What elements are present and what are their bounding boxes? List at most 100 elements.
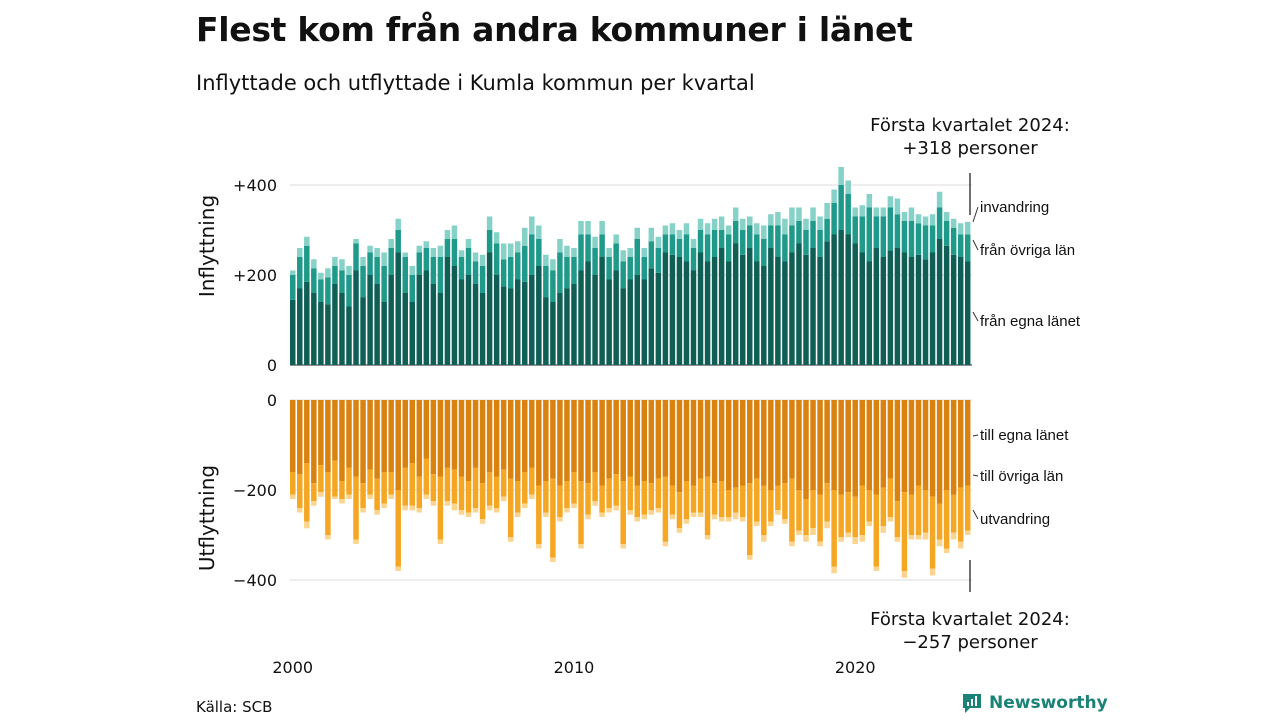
bar-utflyttning-ovriga-lan (754, 478, 760, 522)
xtick-label: 2000 (272, 658, 313, 677)
bar-inflyttning-ovriga-lan (838, 185, 844, 230)
bar-inflyttning-ovriga-lan (346, 275, 352, 307)
bar-inflyttning-egna-lanet (754, 261, 760, 365)
bar-utflyttning-ovriga-lan (444, 467, 451, 502)
bar-inflyttning-ovriga-lan (950, 227, 957, 255)
bar-inflyttning-ovriga-lan (500, 259, 507, 287)
bar-inflyttning-invandring (775, 212, 781, 226)
bar-inflyttning-ovriga-lan (683, 234, 690, 262)
bar-inflyttning-egna-lanet (395, 252, 401, 365)
bar-inflyttning-egna-lanet (613, 270, 619, 365)
bar-inflyttning-ovriga-lan (747, 225, 753, 248)
bar-inflyttning-invandring (964, 221, 971, 235)
bar-inflyttning-egna-lanet (880, 257, 887, 365)
bar-inflyttning-ovriga-lan (824, 218, 830, 242)
bar-utflyttning-ovriga-lan (318, 465, 324, 493)
series-leader (972, 509, 979, 520)
bar-utflyttning-egna-lanet (796, 400, 802, 490)
bar-utflyttning-egna-lanet (318, 400, 324, 466)
bar-utflyttning-utvandring (402, 505, 408, 511)
bar-inflyttning-invandring (416, 245, 423, 253)
bar-utflyttning-utvandring (775, 510, 781, 515)
bar-utflyttning-utvandring (627, 510, 633, 515)
bar-utflyttning-ovriga-lan (458, 476, 465, 511)
bar-inflyttning-egna-lanet (606, 279, 612, 365)
bar-inflyttning-egna-lanet (571, 284, 577, 365)
bar-utflyttning-egna-lanet (409, 400, 416, 463)
bar-inflyttning-egna-lanet (507, 288, 514, 365)
bar-utflyttning-egna-lanet (339, 400, 345, 481)
bar-utflyttning-utvandring (796, 530, 802, 535)
bar-utflyttning-ovriga-lan (557, 485, 563, 517)
bar-utflyttning-ovriga-lan (676, 492, 683, 529)
bar-inflyttning-ovriga-lan (768, 225, 774, 248)
bar-utflyttning-egna-lanet (550, 400, 556, 479)
brand[interactable]: Newsworthy (961, 692, 1108, 714)
bar-utflyttning-ovriga-lan (529, 467, 535, 495)
series-leader (972, 239, 979, 251)
bar-utflyttning-ovriga-lan (536, 485, 542, 544)
bar-utflyttning-egna-lanet (465, 400, 472, 481)
bar-inflyttning-invandring (402, 252, 408, 257)
bar-inflyttning-ovriga-lan (697, 230, 704, 253)
bar-utflyttning-ovriga-lan (908, 494, 915, 535)
bar-utflyttning-egna-lanet (908, 400, 915, 495)
bar-inflyttning-invandring (901, 212, 908, 221)
bar-utflyttning-egna-lanet (648, 400, 655, 484)
bar-inflyttning-ovriga-lan (690, 248, 697, 271)
bar-utflyttning-ovriga-lan (332, 460, 338, 497)
bar-inflyttning-egna-lanet (458, 279, 465, 365)
bar-utflyttning-utvandring (648, 510, 655, 515)
bar-inflyttning-ovriga-lan (486, 230, 493, 253)
bar-inflyttning-ovriga-lan (325, 277, 331, 305)
bar-utflyttning-utvandring (620, 544, 626, 549)
bar-inflyttning-invandring (465, 239, 472, 248)
bar-utflyttning-egna-lanet (669, 400, 676, 486)
bar-inflyttning-egna-lanet (669, 254, 676, 365)
bar-inflyttning-ovriga-lan (662, 234, 669, 253)
bar-inflyttning-invandring (880, 207, 887, 217)
bar-utflyttning-egna-lanet (634, 400, 640, 486)
bar-inflyttning-egna-lanet (536, 266, 542, 365)
bar-inflyttning-egna-lanet (564, 288, 570, 365)
bar-inflyttning-invandring (290, 270, 296, 275)
bar-utflyttning-egna-lanet (332, 400, 338, 461)
bar-utflyttning-egna-lanet (437, 400, 444, 477)
series-label-inflyttning: från egna länet (980, 313, 1081, 330)
bar-inflyttning-ovriga-lan (943, 221, 950, 246)
bar-inflyttning-invandring (739, 218, 746, 230)
bar-utflyttning-egna-lanet (873, 400, 880, 495)
bar-inflyttning-egna-lanet (634, 275, 640, 365)
bar-inflyttning-egna-lanet (725, 261, 732, 365)
bar-utflyttning-utvandring (290, 494, 296, 499)
bar-utflyttning-egna-lanet (922, 400, 929, 490)
bar-utflyttning-ovriga-lan (514, 481, 521, 513)
series-label-utflyttning: till övriga län (980, 468, 1063, 485)
bar-utflyttning-egna-lanet (936, 400, 943, 504)
bar-inflyttning-egna-lanet (472, 284, 479, 365)
bar-inflyttning-invandring (550, 259, 556, 271)
bar-utflyttning-ovriga-lan (367, 469, 373, 495)
bar-inflyttning-ovriga-lan (444, 239, 451, 257)
bar-utflyttning-ovriga-lan (831, 490, 837, 567)
bar-utflyttning-utvandring (585, 514, 591, 520)
bar-inflyttning-ovriga-lan (557, 252, 563, 293)
bar-utflyttning-ovriga-lan (606, 478, 612, 508)
bar-inflyttning-egna-lanet (655, 272, 662, 365)
bar-inflyttning-invandring (472, 252, 479, 262)
bar-utflyttning-ovriga-lan (690, 485, 697, 513)
bar-utflyttning-ovriga-lan (550, 478, 556, 558)
bar-utflyttning-utvandring (578, 544, 584, 549)
bar-inflyttning-egna-lanet (318, 302, 324, 365)
bar-inflyttning-egna-lanet (929, 252, 936, 365)
bar-inflyttning-invandring (529, 216, 535, 235)
bar-utflyttning-utvandring (444, 501, 451, 506)
bar-inflyttning-invandring (613, 234, 619, 244)
bar-utflyttning-egna-lanet (402, 400, 408, 468)
bar-inflyttning-ovriga-lan (641, 257, 648, 280)
bar-inflyttning-ovriga-lan (599, 234, 605, 257)
bar-inflyttning-egna-lanet (775, 257, 781, 365)
bar-inflyttning-ovriga-lan (395, 230, 401, 253)
bar-utflyttning-ovriga-lan (472, 467, 479, 508)
bar-utflyttning-ovriga-lan (543, 481, 549, 513)
